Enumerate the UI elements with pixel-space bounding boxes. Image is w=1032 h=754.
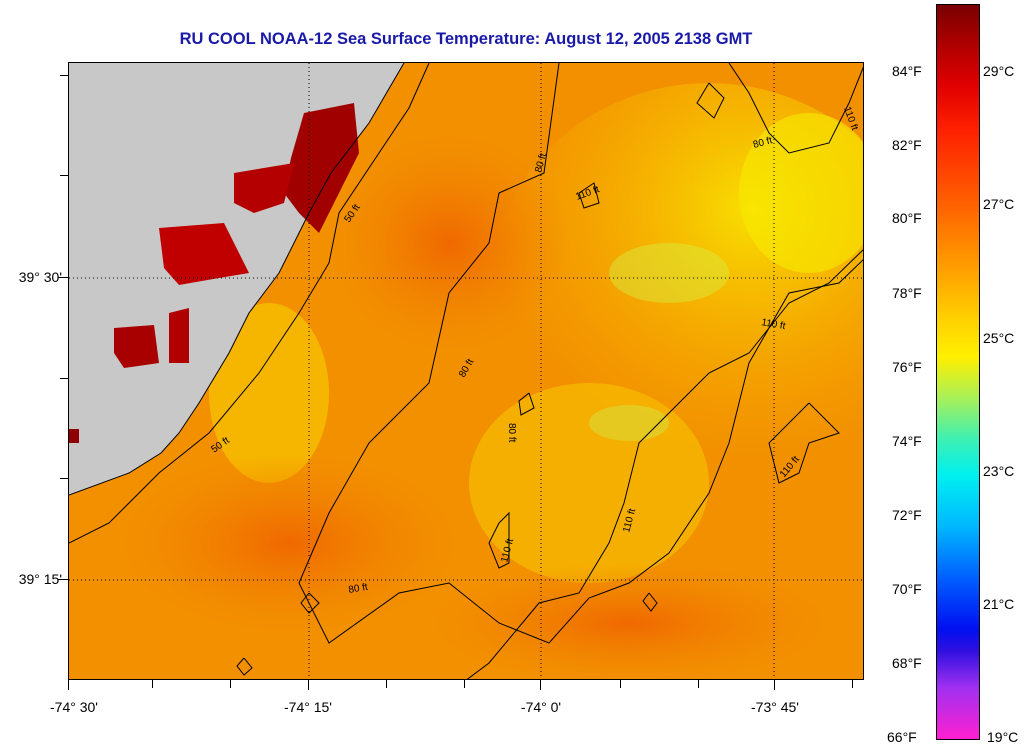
colorbar-c-label: 19°C xyxy=(987,729,1019,745)
colorbar-f-label: 66°F xyxy=(887,729,917,745)
bay-warm-water xyxy=(114,325,159,368)
isobath-80ft xyxy=(236,657,253,676)
isobath-label: 80 ft xyxy=(752,135,774,151)
colorbar-f-label: 80°F xyxy=(892,210,922,226)
sst-map-canvas: 50 ft 50 ft 80 ft 80 ft 80 ft 80 ft 80 f… xyxy=(69,63,863,679)
isobath-80ft xyxy=(518,392,535,416)
isobath-110ft xyxy=(466,249,863,679)
colorbar-c-label: 21°C xyxy=(983,596,1015,612)
warm-water-region xyxy=(429,563,829,679)
colorbar-f-label: 78°F xyxy=(892,285,922,301)
temperature-colorbar xyxy=(936,4,980,740)
coastal-cool-band xyxy=(209,303,329,483)
map-title: RU COOL NOAA-12 Sea Surface Temperature:… xyxy=(179,30,753,48)
cool-water-region xyxy=(609,243,729,303)
isobath-110ft xyxy=(488,511,510,569)
longitude-label: -73° 45' xyxy=(751,699,799,715)
colorbar-f-label: 70°F xyxy=(892,581,922,597)
latitude-label: 39° 30' xyxy=(18,269,62,285)
isobath-label: 80 ft xyxy=(506,423,517,443)
bay-warm-water xyxy=(234,163,294,213)
longitude-label: -74° 0' xyxy=(520,699,562,715)
isobath-label: 80 ft xyxy=(533,152,549,174)
isobath-label: 80 ft xyxy=(348,582,369,596)
colorbar-f-label: 84°F xyxy=(892,63,922,79)
graticule xyxy=(69,63,863,679)
colorbar-c-label: 27°C xyxy=(983,196,1015,212)
warm-water-region xyxy=(119,453,459,633)
bay-warm-water xyxy=(284,103,359,233)
bay-warm-water xyxy=(69,429,79,443)
isobath-80ft xyxy=(642,592,658,612)
latitude-label: 39° 15' xyxy=(18,571,62,587)
colorbar-c-label: 23°C xyxy=(983,463,1015,479)
warm-water-region xyxy=(329,133,569,353)
bay-warm-water xyxy=(169,308,189,363)
sst-map: 50 ft 50 ft 80 ft 80 ft 80 ft 80 ft 80 f… xyxy=(68,62,864,680)
isobath-110ft xyxy=(696,82,725,119)
longitude-label: -74° 15' xyxy=(284,699,332,715)
colorbar-f-label: 74°F xyxy=(892,433,922,449)
isobath-110ft xyxy=(728,63,863,154)
colorbar-f-label: 68°F xyxy=(892,655,922,671)
isobath-80ft xyxy=(300,592,320,614)
colorbar-f-label: 72°F xyxy=(892,507,922,523)
colorbar-f-label: 82°F xyxy=(892,137,922,153)
coastline xyxy=(69,63,405,496)
isobath-110ft xyxy=(578,182,600,209)
isobath-label: 110 ft xyxy=(760,317,786,332)
cool-water-region xyxy=(739,113,863,273)
isobath-110ft xyxy=(768,402,840,484)
colorbar-c-label: 25°C xyxy=(983,330,1015,346)
isobath-50ft xyxy=(69,63,430,544)
colorbar-f-label: 76°F xyxy=(892,359,922,375)
colorbar-c-label: 29°C xyxy=(983,63,1015,79)
cool-water-region xyxy=(589,405,669,441)
isobath-80ft xyxy=(298,63,863,644)
longitude-label: -74° 30' xyxy=(50,699,98,715)
bay-warm-water xyxy=(159,223,249,285)
